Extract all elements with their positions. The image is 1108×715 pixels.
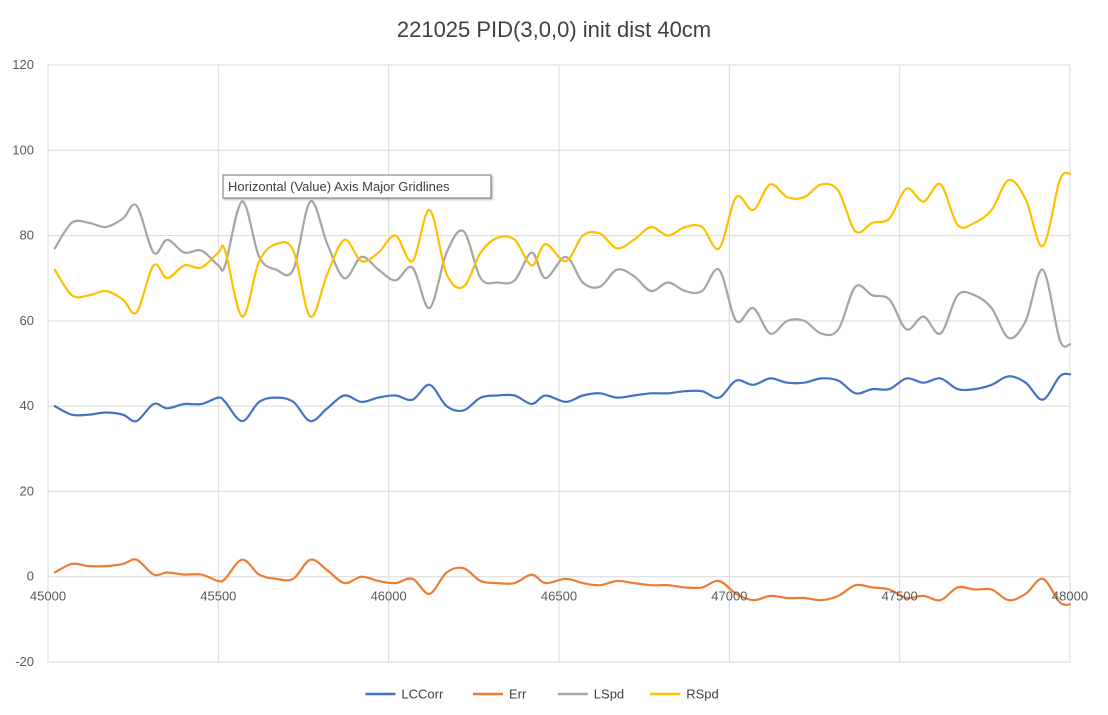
series-line-lccorr[interactable] (53, 372, 1072, 423)
legend-label: RSpd (686, 687, 719, 702)
legend-item-lspd[interactable]: LSpd (557, 687, 624, 702)
y-tick-label: 80 (20, 228, 34, 243)
legend-label: LSpd (594, 687, 624, 702)
gridline-tooltip: Horizontal (Value) Axis Major Gridlines (222, 174, 492, 199)
legend[interactable]: LCCorr Err LSpd RSpd (365, 687, 719, 702)
y-tick-label: 20 (20, 483, 34, 498)
y-tick-label: 0 (27, 569, 34, 584)
y-axis-tick-labels: -20 0 20 40 60 80 100 120 (12, 57, 34, 669)
x-tick-label: 46500 (541, 589, 577, 604)
y-tick-label: 40 (20, 398, 34, 413)
x-tick-label: 45000 (30, 589, 66, 604)
tooltip-box (222, 174, 492, 199)
series-line-err[interactable] (53, 558, 1072, 606)
y-tick-label: 100 (12, 142, 34, 157)
legend-label: Err (509, 687, 527, 702)
y-tick-label: 120 (12, 57, 34, 72)
x-tick-label: 48000 (1052, 589, 1088, 604)
legend-label: LCCorr (401, 687, 444, 702)
x-axis-tick-labels: 45000 45500 46000 46500 47000 47500 48000 (30, 589, 1088, 604)
x-tick-label: 46000 (371, 589, 407, 604)
legend-item-err[interactable]: Err (473, 687, 527, 702)
series-layer (53, 171, 1072, 606)
vertical-gridlines (47, 65, 1071, 662)
x-tick-label: 45500 (200, 589, 236, 604)
series-line-lspd[interactable] (53, 200, 1072, 348)
y-tick-label: -20 (15, 654, 34, 669)
x-tick-label: 47500 (882, 589, 918, 604)
legend-item-rspd[interactable]: RSpd (650, 687, 719, 702)
y-tick-label: 60 (20, 313, 34, 328)
x-tick-label: 47000 (711, 589, 747, 604)
tooltip-text: Horizontal (Value) Axis Major Gridlines (228, 179, 450, 194)
series-line-rspd[interactable] (53, 171, 1072, 318)
legend-item-lccorr[interactable]: LCCorr (365, 687, 444, 702)
chart-title: 221025 PID(3,0,0) init dist 40cm (397, 17, 711, 42)
